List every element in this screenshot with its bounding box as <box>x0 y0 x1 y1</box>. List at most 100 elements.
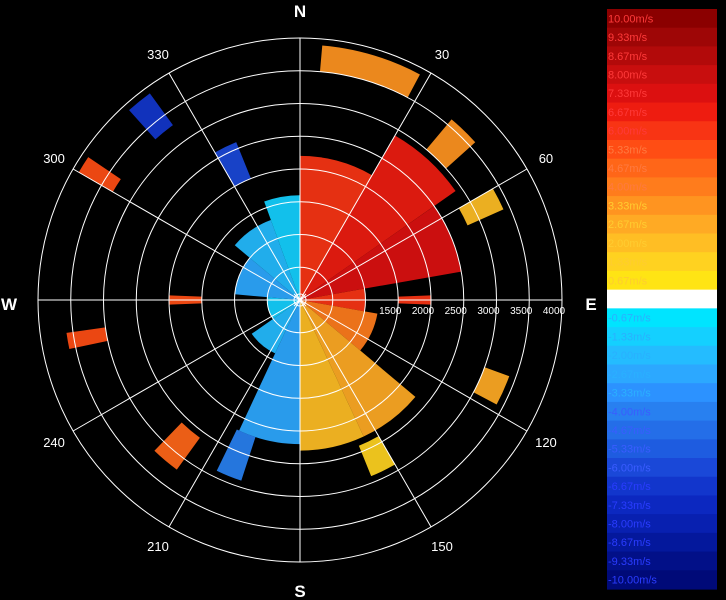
velocity-sector-5 <box>300 300 416 437</box>
colorbar-swatch <box>607 196 717 216</box>
colorbar-label: 9.33m/s <box>608 32 648 44</box>
velocity-sector-10 <box>234 257 300 300</box>
range-label: 2000 <box>412 306 435 317</box>
bearing-line-30 <box>299 72 432 301</box>
colorbar-swatch <box>607 439 717 459</box>
colorbar-swatch <box>607 158 717 178</box>
velocity-sector-1 <box>300 135 456 300</box>
colorbar-swatch <box>607 514 717 534</box>
colorbar-label: 6.00m/s <box>608 126 648 138</box>
range-label: 1500 <box>379 306 402 317</box>
bearing-label: 210 <box>147 539 169 554</box>
colorbar-label: -7.33m/s <box>608 500 651 512</box>
bearing-label: 330 <box>147 47 169 62</box>
colorbar-swatch <box>607 233 717 253</box>
compass-north: N <box>294 2 306 21</box>
velocity-sector-15 <box>458 188 504 226</box>
colorbar-swatch <box>607 121 717 141</box>
colorbar-label: -2.67m/s <box>608 369 651 381</box>
colorbar-swatch <box>607 532 717 553</box>
colorbar-label: -1.33m/s <box>608 331 651 343</box>
bearing-label: 300 <box>43 151 65 166</box>
colorbar-legend: 10.00m/s 9.33m/s 8.67m/s 8.00m/s 7.33m/s 6.67… <box>607 9 717 590</box>
colorbar-label: -0.67m/s <box>608 313 651 325</box>
range-label: 2500 <box>445 306 468 317</box>
velocity-sector-11 <box>234 219 300 300</box>
velocity-sector-23 <box>66 327 108 350</box>
velocity-sector-14 <box>426 119 476 169</box>
compass-east: E <box>585 295 596 314</box>
range-label: 4000 <box>543 306 566 317</box>
colorbar-swatch <box>607 345 717 366</box>
velocity-sector-22 <box>78 157 121 192</box>
compass-south: S <box>294 582 305 600</box>
range-label: 3000 <box>477 306 500 317</box>
colorbar-label: 6.67m/s <box>608 107 648 119</box>
colorbar-label: -8.00m/s <box>608 519 651 531</box>
velocity-sector-7 <box>239 300 300 445</box>
colorbar-label: 0.67m/s <box>608 275 648 287</box>
colorbar-label: 2.00m/s <box>608 238 648 250</box>
colorbar-label: 10.00m/s <box>608 13 654 25</box>
velocity-sector-12 <box>264 195 300 300</box>
colorbar-label: -6.00m/s <box>608 462 651 474</box>
colorbar-swatch <box>607 177 717 197</box>
bearing-line-210 <box>168 299 301 528</box>
colorbar-label: 8.00m/s <box>608 69 648 81</box>
colorbar-label: 0.00m/s <box>608 294 648 306</box>
colorbar-label: 3.33m/s <box>608 200 648 212</box>
colorbar-label: -6.67m/s <box>608 481 651 493</box>
colorbar-swatch <box>607 214 717 235</box>
colorbar-swatch <box>607 83 717 104</box>
radar-center-icon <box>293 293 307 307</box>
bearing-line-240 <box>72 299 301 432</box>
compass-west: W <box>1 295 18 314</box>
colorbar-label: 4.67m/s <box>608 163 648 175</box>
velocity-sector-0 <box>300 155 373 300</box>
velocity-sector-9 <box>267 297 300 319</box>
bearing-label: 150 <box>431 539 453 554</box>
colorbar-swatch <box>607 420 717 440</box>
colorbar-swatch <box>607 252 717 272</box>
colorbar-swatch <box>607 308 717 328</box>
colorbar-label: 4.00m/s <box>608 182 648 194</box>
bearing-line-120 <box>299 299 528 432</box>
colorbar-label: -3.33m/s <box>608 388 651 400</box>
colorbar-swatch <box>607 139 717 160</box>
colorbar-label: 5.33m/s <box>608 144 648 156</box>
colorbar-swatch <box>607 570 717 590</box>
colorbar-label: -5.33m/s <box>608 444 651 456</box>
velocity-sector-6 <box>300 300 364 451</box>
velocity-sector-19 <box>154 422 200 470</box>
colorbar-swatch <box>607 46 717 66</box>
colorbar-label: 2.67m/s <box>608 219 648 231</box>
colorbar-label: -10.00m/s <box>608 575 657 587</box>
range-label: 3500 <box>510 306 533 317</box>
bearing-line-330 <box>168 72 301 301</box>
colorbar-swatch <box>607 495 717 515</box>
bearing-line-300 <box>72 168 301 301</box>
bearing-label: 240 <box>43 435 65 450</box>
colorbar-swatch <box>607 327 717 347</box>
velocity-sector-16 <box>473 367 510 405</box>
velocity-sector-13 <box>319 45 420 98</box>
colorbar-swatch <box>607 102 717 122</box>
colorbar-label: 7.33m/s <box>608 88 648 100</box>
velocity-sector-17 <box>358 436 395 477</box>
colorbar-swatch <box>607 383 717 403</box>
colorbar-swatch <box>607 9 717 29</box>
colorbar-swatch <box>607 364 717 384</box>
colorbar-swatch <box>607 27 717 48</box>
velocity-sector-20 <box>214 142 251 187</box>
colorbar-swatch <box>607 551 717 571</box>
colorbar-label: -4.67m/s <box>608 425 651 437</box>
velocity-sector-21 <box>129 93 173 140</box>
bearing-label: 60 <box>539 151 553 166</box>
colorbar-label: -8.67m/s <box>608 537 651 549</box>
velocity-sector-8 <box>251 300 300 354</box>
bearing-label: 120 <box>535 435 557 450</box>
colorbar-label: -9.33m/s <box>608 556 651 568</box>
colorbar-swatch <box>607 289 717 309</box>
